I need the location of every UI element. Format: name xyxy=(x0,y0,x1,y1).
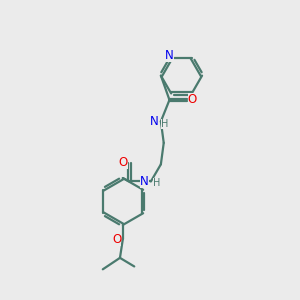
Text: N: N xyxy=(165,49,174,62)
Text: O: O xyxy=(118,156,128,170)
Text: O: O xyxy=(188,93,197,106)
Text: O: O xyxy=(112,233,121,246)
Text: N: N xyxy=(150,115,159,128)
Text: H: H xyxy=(160,119,168,129)
Text: N: N xyxy=(140,175,149,188)
Text: H: H xyxy=(154,178,161,188)
